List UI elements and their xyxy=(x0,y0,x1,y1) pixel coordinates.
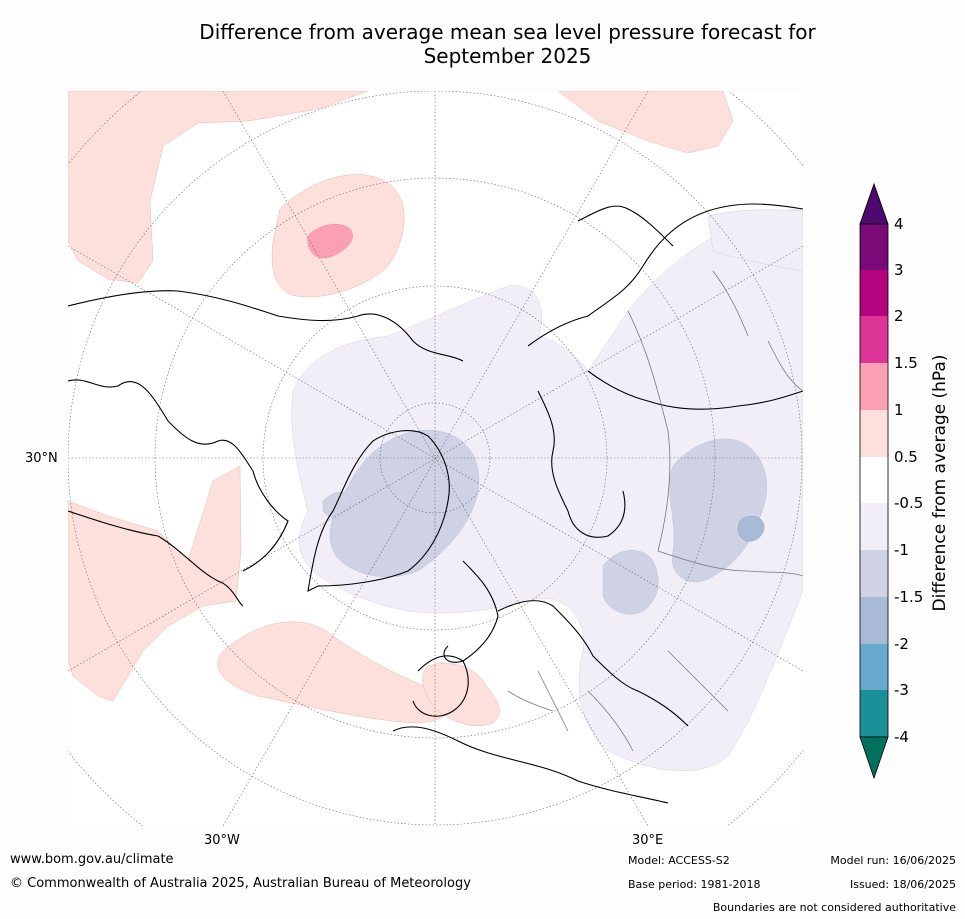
greenland-negative xyxy=(329,430,480,578)
colorbar-extend-min xyxy=(859,736,889,780)
colorbar-tick: 4 xyxy=(894,215,904,233)
colorbar-band-1-1.5 xyxy=(860,363,888,410)
footer-model-run: Model run: 16/06/2025 xyxy=(830,854,956,867)
colorbar-band-3-4 xyxy=(860,224,888,270)
colorbar-band-0.5-1 xyxy=(860,410,888,457)
chart-title: Difference from average mean sea level p… xyxy=(0,20,965,68)
colorbar-tick: 1.5 xyxy=(894,354,918,372)
footer-issued: Issued: 18/06/2025 xyxy=(849,878,956,891)
baikal-negative-core xyxy=(737,515,765,542)
greenland-negative-2 xyxy=(322,491,351,518)
footer-base-period: Base period: 1981-2018 xyxy=(628,878,761,891)
colorbar-band-2-3 xyxy=(860,270,888,316)
colorbar-tick: -1 xyxy=(894,541,909,559)
colorbar: 4 3 2 1.5 1 0.5 -0.5 -1 -1.5 -2 -3 -4 xyxy=(850,180,960,790)
footer-url[interactable]: www.bom.gov.au/climate xyxy=(10,852,174,867)
graticule xyxy=(68,91,803,826)
colorbar-band-neg0.5-neg1 xyxy=(860,503,888,550)
russia-negative xyxy=(602,550,659,615)
north-pacific-positive-2 xyxy=(557,91,734,154)
colorbar-tick: 2 xyxy=(894,307,904,325)
europe-positive xyxy=(422,663,500,727)
colorbar-band-1.5-2 xyxy=(860,316,888,363)
footer-disclaimer: Boundaries are not considered authoritat… xyxy=(712,901,956,914)
colorbar-tick: -4 xyxy=(894,728,909,746)
colorbar-title: Difference from average (hPa) xyxy=(930,354,950,612)
map-canvas xyxy=(68,91,803,826)
colorbar-tick: -3 xyxy=(894,681,909,699)
colorbar-band-neg2-neg3 xyxy=(860,644,888,690)
title-line-2: September 2025 xyxy=(423,44,592,68)
colorbar-band-neutral xyxy=(860,457,888,503)
colorbar-swatches xyxy=(859,182,889,780)
lat-label-30n: 30°N xyxy=(25,451,58,466)
colorbar-tick: 1 xyxy=(894,401,904,419)
colorbar-tick: 0.5 xyxy=(894,448,918,466)
colorbar-tick: -2 xyxy=(894,635,909,653)
colorbar-tick: -0.5 xyxy=(894,494,924,512)
siberia-negative xyxy=(669,438,767,583)
lon-label-30e: 30°E xyxy=(632,833,664,848)
kamchatka-positive-core xyxy=(307,223,353,259)
lon-label-30w: 30°W xyxy=(204,833,240,848)
coastlines xyxy=(68,203,803,804)
boundaries xyxy=(507,270,803,752)
colorbar-band-neg3-neg4 xyxy=(860,690,888,737)
footer-model: Model: ACCESS-S2 xyxy=(628,854,730,867)
title-line-1: Difference from average mean sea level p… xyxy=(199,20,816,44)
arctic-negative xyxy=(291,208,803,772)
colorbar-band-neg1-neg1.5 xyxy=(860,550,888,597)
colorbar-band-neg1.5-neg2 xyxy=(860,597,888,644)
colorbar-tick: 3 xyxy=(894,261,904,279)
colorbar-tick: -1.5 xyxy=(894,588,924,606)
colorbar-extend-max xyxy=(859,182,889,225)
polar-map xyxy=(68,91,803,826)
east-siberia-negative xyxy=(707,209,803,272)
north-pacific-positive xyxy=(68,91,369,284)
footer-copyright: © Commonwealth of Australia 2025, Austra… xyxy=(10,876,471,891)
